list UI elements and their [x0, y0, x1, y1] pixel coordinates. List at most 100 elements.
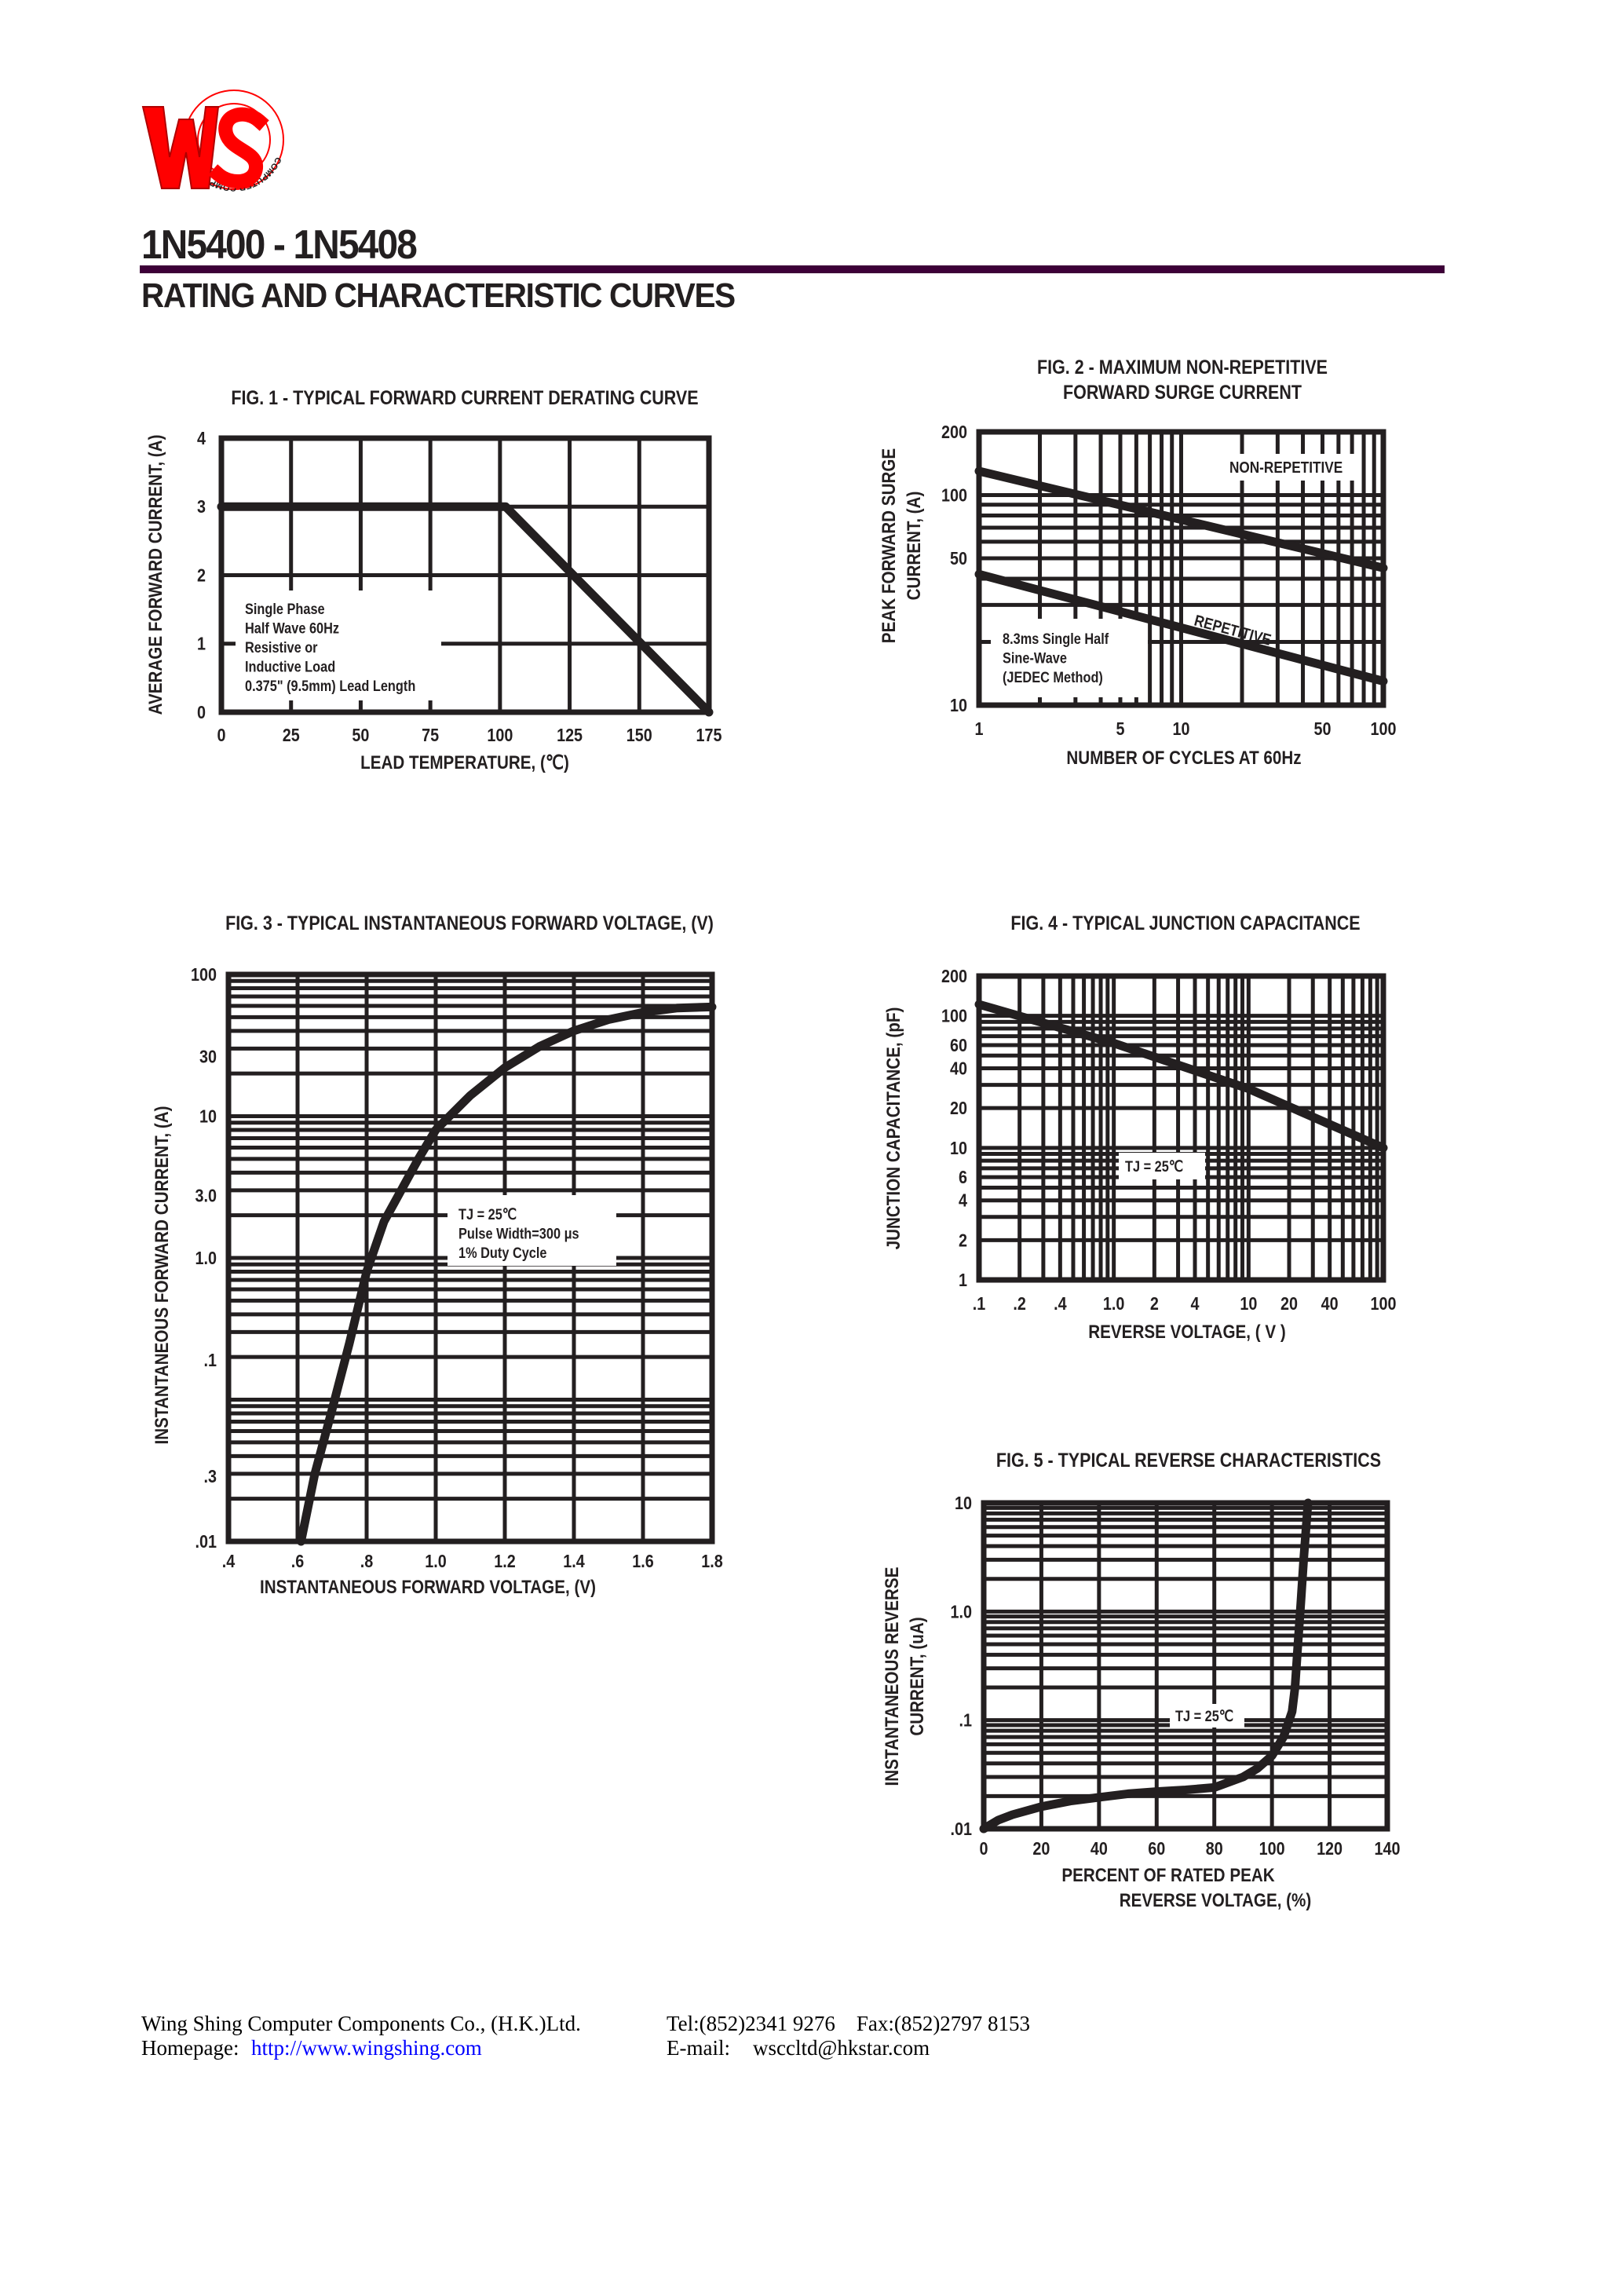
email-row: E-mail: wsccltd@hkstar.com [667, 2036, 1030, 2060]
y-tick-label: 1.0 [195, 1249, 217, 1269]
y-tick-label: 10 [199, 1106, 217, 1127]
y-tick-label: 3 [197, 497, 206, 517]
x-tick-label: 75 [422, 726, 439, 746]
annotation-text: (JEDEC Method) [1003, 669, 1103, 686]
annotation-text: 0.375" (9.5mm) Lead Length [245, 678, 415, 694]
x-tick-label: .8 [360, 1552, 374, 1572]
y-tick-label: .01 [951, 1819, 973, 1840]
annotation-background [1119, 1153, 1205, 1179]
x-tick-label: .2 [1013, 1294, 1026, 1314]
phone-row: Tel:(852)2341 9276 Fax:(852)2797 8153 [667, 2012, 1030, 2036]
y-tick-label: 200 [941, 422, 967, 443]
annotation-text: TJ = 25℃ [1175, 1708, 1233, 1724]
annotation-text: Inductive Load [245, 658, 335, 675]
y-tick-label: 10 [950, 696, 967, 716]
x-tick-label: 140 [1375, 1839, 1401, 1859]
chart-title: FIG. 3 - TYPICAL INSTANTANEOUS FORWARD V… [225, 912, 714, 934]
annotation-text: Half Wave 60Hz [245, 620, 339, 636]
x-tick-label: .4 [222, 1552, 236, 1572]
series-label: NON-REPETITIVE [1229, 459, 1343, 477]
annotation-text: 8.3ms Single Half [1003, 631, 1109, 647]
x-tick-label: 100 [1371, 719, 1397, 740]
x-tick-label: 1.0 [425, 1552, 447, 1572]
x-tick-label: 10 [1240, 1294, 1257, 1314]
y-tick-label: .1 [204, 1351, 217, 1371]
x-tick-label: 1.6 [632, 1552, 654, 1572]
fax: Fax:(852)2797 8153 [856, 2012, 1031, 2035]
y-axis-label: JUNCTION CAPACITANCE, (pF) [883, 1007, 904, 1250]
y-axis-label: CURRENT, (A) [904, 492, 925, 601]
annotation-background [1170, 1704, 1244, 1727]
annotation-background [448, 1195, 616, 1266]
x-tick-label: 25 [283, 726, 300, 746]
title-divider [140, 265, 1445, 273]
x-tick-label: 50 [1313, 719, 1331, 740]
x-tick-label: .1 [973, 1294, 986, 1314]
series-line-1 [217, 502, 714, 717]
x-tick-label: 1 [974, 719, 983, 740]
telephone: Tel:(852)2341 9276 [667, 2012, 835, 2035]
annotation-text: Pulse Width=300 μs [458, 1225, 579, 1241]
x-tick-label: 1.4 [563, 1552, 585, 1572]
series-line-2 [974, 569, 1388, 686]
plot-frame [976, 973, 1386, 1283]
x-tick-label: .4 [1054, 1294, 1067, 1314]
logo-letter-s [208, 107, 269, 188]
chart-fig-1: Single Phase Half Wave 60Hz Resistive or In… [145, 386, 722, 773]
y-tick-label: 2 [959, 1230, 967, 1251]
y-tick-label: 1.0 [951, 1602, 973, 1622]
y-tick-label: 20 [950, 1099, 967, 1119]
company-name: Wing Shing Computer Components Co., (H.K… [141, 2012, 581, 2035]
x-tick-label: 1.0 [1103, 1294, 1125, 1314]
plot-frame [218, 435, 712, 715]
y-tick-label: 10 [950, 1138, 967, 1158]
y-tick-label: 40 [950, 1058, 967, 1079]
email-label: E-mail: [667, 2036, 730, 2060]
email-address: wsccltd@hkstar.com [753, 2036, 930, 2060]
x-tick-label: 150 [627, 726, 652, 746]
x-tick-label: 50 [352, 726, 369, 746]
y-tick-label: 50 [950, 549, 967, 569]
x-tick-label: 1.2 [494, 1552, 516, 1572]
x-axis-label: INSTANTANEOUS FORWARD VOLTAGE, (V) [260, 1577, 596, 1598]
x-tick-label: 1.8 [701, 1552, 723, 1572]
y-tick-label: 1 [197, 634, 206, 654]
footer-right: Tel:(852)2341 9276 Fax:(852)2797 8153 E-… [667, 2012, 1030, 2060]
x-tick-label: 100 [1371, 1294, 1397, 1314]
y-tick-label: 200 [941, 967, 967, 987]
y-tick-label: 100 [191, 965, 217, 985]
x-tick-label: 20 [1032, 1839, 1050, 1859]
chart-title: FIG. 4 - TYPICAL JUNCTION CAPACITANCE [1010, 912, 1360, 934]
x-tick-label: 2 [1150, 1294, 1159, 1314]
footer-left: Wing Shing Computer Components Co., (H.K… [141, 2012, 581, 2060]
homepage-row: Homepage: http://www.wingshing.com [141, 2036, 581, 2060]
y-tick-label: 3.0 [195, 1186, 217, 1206]
annotation-background [236, 590, 441, 700]
x-tick-label: 40 [1090, 1839, 1108, 1859]
x-tick-label: .6 [291, 1552, 305, 1572]
series-label-background [1223, 454, 1357, 481]
x-axis-label: REVERSE VOLTAGE, ( V ) [1088, 1322, 1285, 1343]
chart-fig-4: TJ = 25℃ FIG. 4 - TYPICAL JUNCTION CAPACI… [883, 912, 1397, 1342]
y-axis-label: INSTANTANEOUS FORWARD CURRENT, (A) [152, 1106, 173, 1445]
x-tick-label: 20 [1280, 1294, 1298, 1314]
y-axis-label: AVERAGE FORWARD CURRENT, (A) [145, 435, 166, 715]
chart-title: FIG. 1 - TYPICAL FORWARD CURRENT DERATIN… [231, 386, 698, 408]
homepage-link[interactable]: http://www.wingshing.com [251, 2036, 482, 2060]
x-tick-label: 100 [487, 726, 513, 746]
y-tick-label: 6 [959, 1168, 967, 1188]
y-tick-label: 30 [199, 1047, 217, 1067]
y-tick-label: 60 [950, 1036, 967, 1056]
series-line-1 [979, 1498, 1313, 1834]
company-logo: COMPUTER COMPONENTS CO. (H.K) LTD [140, 85, 284, 192]
x-axis-label: LEAD TEMPERATURE, (℃) [360, 752, 569, 773]
plot-frame [225, 971, 715, 1545]
annotation-text: Resistive or [245, 639, 318, 656]
chart-title: FIG. 2 - MAXIMUM NON-REPETITIVE [1037, 356, 1328, 378]
x-tick-label: 40 [1321, 1294, 1339, 1314]
x-tick-label: 125 [557, 726, 583, 746]
y-axis-label: INSTANTANEOUS REVERSE [882, 1567, 903, 1786]
x-tick-label: 80 [1206, 1839, 1223, 1859]
